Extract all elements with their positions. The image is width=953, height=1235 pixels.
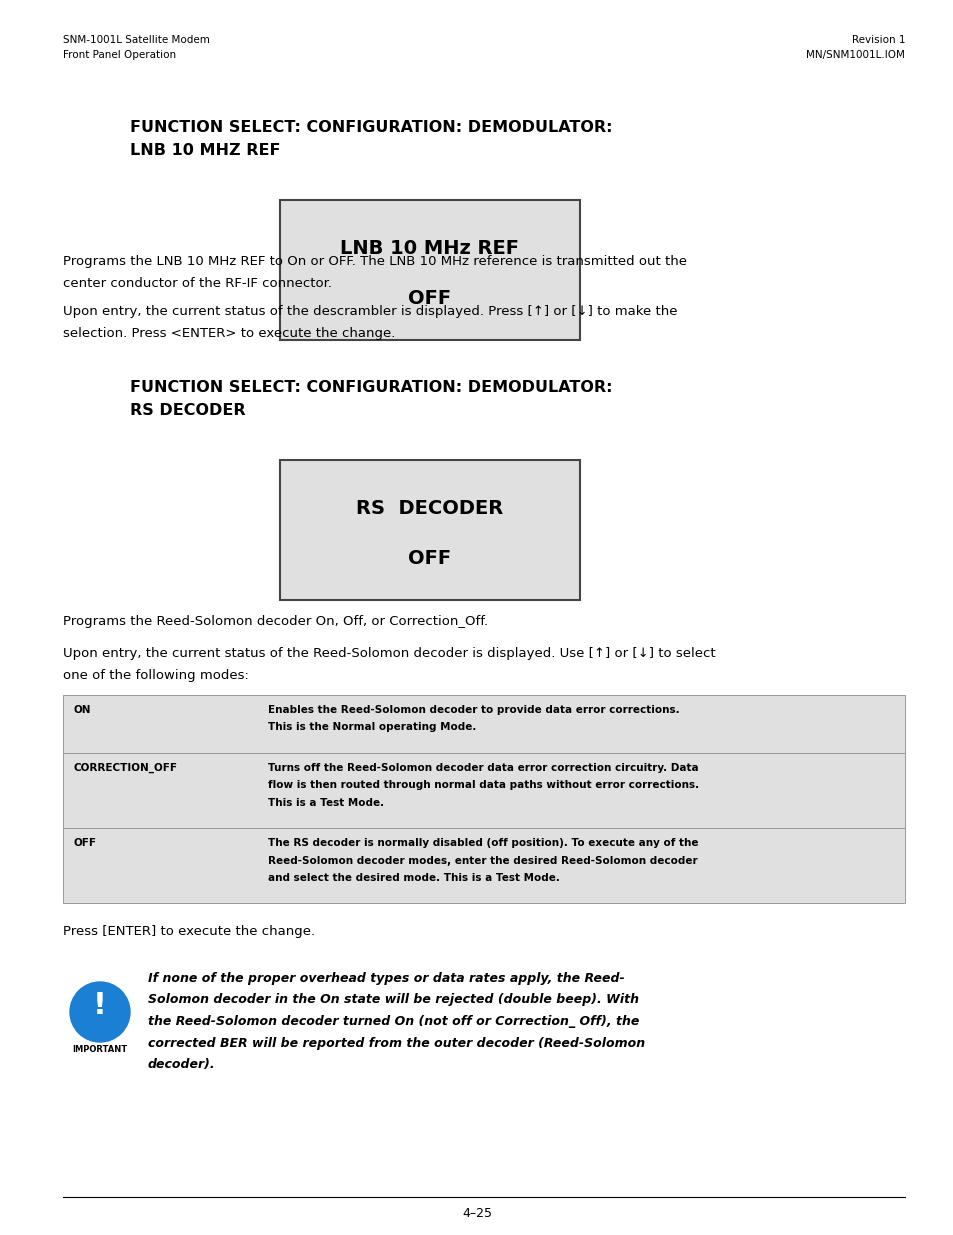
Text: This is a Test Mode.: This is a Test Mode. xyxy=(268,798,384,808)
Text: LNB 10 MHz REF: LNB 10 MHz REF xyxy=(340,240,519,258)
Text: Enables the Reed-Solomon decoder to provide data error corrections.: Enables the Reed-Solomon decoder to prov… xyxy=(268,705,679,715)
Text: OFF: OFF xyxy=(408,289,451,308)
FancyBboxPatch shape xyxy=(280,200,579,340)
Text: Press [ENTER] to execute the change.: Press [ENTER] to execute the change. xyxy=(63,925,314,939)
FancyBboxPatch shape xyxy=(63,753,904,827)
Text: Upon entry, the current status of the descrambler is displayed. Press [↑] or [↓]: Upon entry, the current status of the de… xyxy=(63,305,677,317)
Text: Upon entry, the current status of the Reed-Solomon decoder is displayed. Use [↑]: Upon entry, the current status of the Re… xyxy=(63,647,715,659)
Text: Turns off the Reed-Solomon decoder data error correction circuitry. Data: Turns off the Reed-Solomon decoder data … xyxy=(268,763,698,773)
Text: 4–25: 4–25 xyxy=(461,1207,492,1220)
Text: decoder).: decoder). xyxy=(148,1058,215,1071)
FancyBboxPatch shape xyxy=(280,459,579,600)
Circle shape xyxy=(70,982,130,1042)
Text: RS DECODER: RS DECODER xyxy=(130,403,245,417)
Text: SNM-1001L Satellite Modem: SNM-1001L Satellite Modem xyxy=(63,35,210,44)
Text: Front Panel Operation: Front Panel Operation xyxy=(63,49,176,61)
Text: Revision 1: Revision 1 xyxy=(851,35,904,44)
FancyBboxPatch shape xyxy=(63,827,904,903)
Text: RS  DECODER: RS DECODER xyxy=(356,499,503,519)
Text: The RS decoder is normally disabled (off position). To execute any of the: The RS decoder is normally disabled (off… xyxy=(268,839,698,848)
Text: Programs the LNB 10 MHz REF to On or OFF. The LNB 10 MHz reference is transmitte: Programs the LNB 10 MHz REF to On or OFF… xyxy=(63,254,686,268)
Text: MN/SNM1001L.IOM: MN/SNM1001L.IOM xyxy=(805,49,904,61)
Text: LNB 10 MHZ REF: LNB 10 MHZ REF xyxy=(130,143,280,158)
Text: ON: ON xyxy=(73,705,91,715)
Text: FUNCTION SELECT: CONFIGURATION: DEMODULATOR:: FUNCTION SELECT: CONFIGURATION: DEMODULA… xyxy=(130,120,612,135)
Text: and select the desired mode. This is a Test Mode.: and select the desired mode. This is a T… xyxy=(268,873,559,883)
Text: !: ! xyxy=(93,990,107,1020)
Text: center conductor of the RF-IF connector.: center conductor of the RF-IF connector. xyxy=(63,277,332,290)
Text: the Reed-Solomon decoder turned On (not off or Correction_ Off), the: the Reed-Solomon decoder turned On (not … xyxy=(148,1015,639,1028)
Text: FUNCTION SELECT: CONFIGURATION: DEMODULATOR:: FUNCTION SELECT: CONFIGURATION: DEMODULA… xyxy=(130,380,612,395)
Text: Solomon decoder in the On state will be rejected (double beep). With: Solomon decoder in the On state will be … xyxy=(148,993,639,1007)
FancyBboxPatch shape xyxy=(63,695,904,753)
Text: CORRECTION_OFF: CORRECTION_OFF xyxy=(73,763,177,773)
Text: flow is then routed through normal data paths without error corrections.: flow is then routed through normal data … xyxy=(268,781,699,790)
Text: If none of the proper overhead types or data rates apply, the Reed-: If none of the proper overhead types or … xyxy=(148,972,624,986)
Text: This is the Normal operating Mode.: This is the Normal operating Mode. xyxy=(268,722,476,732)
Text: Programs the Reed-Solomon decoder On, Off, or Correction_Off.: Programs the Reed-Solomon decoder On, Of… xyxy=(63,615,488,629)
Text: IMPORTANT: IMPORTANT xyxy=(72,1045,128,1053)
Text: Reed-Solomon decoder modes, enter the desired Reed-Solomon decoder: Reed-Solomon decoder modes, enter the de… xyxy=(268,856,697,866)
Text: OFF: OFF xyxy=(73,839,96,848)
Text: corrected BER will be reported from the outer decoder (Reed-Solomon: corrected BER will be reported from the … xyxy=(148,1036,644,1050)
Text: one of the following modes:: one of the following modes: xyxy=(63,669,249,682)
Text: OFF: OFF xyxy=(408,548,451,568)
Text: selection. Press <ENTER> to execute the change.: selection. Press <ENTER> to execute the … xyxy=(63,327,395,340)
